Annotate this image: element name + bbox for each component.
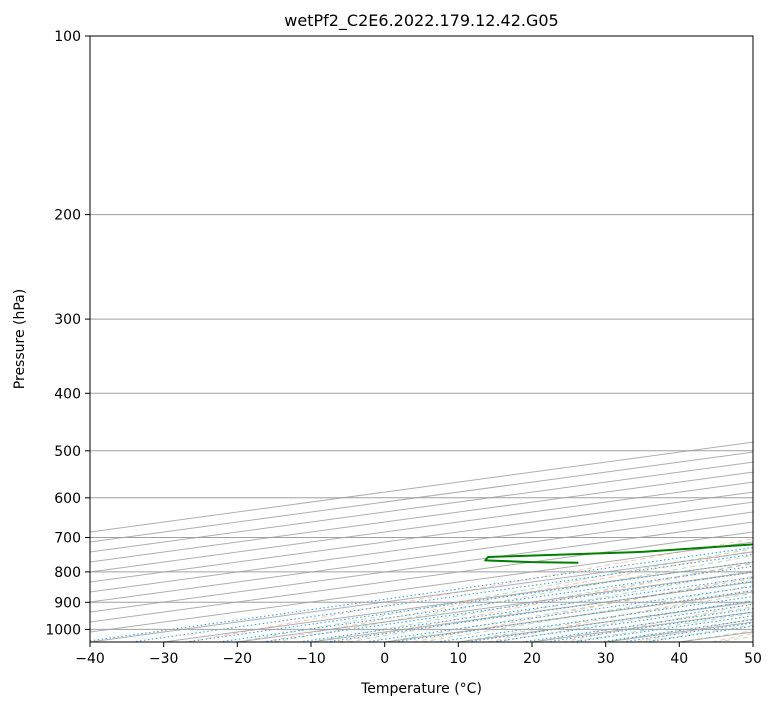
isotherm-line <box>90 471 753 563</box>
isotherm-line <box>90 481 753 573</box>
x-tick-label: 20 <box>523 651 541 667</box>
mixing-ratio-line <box>90 546 753 642</box>
moist-adiabat-line <box>274 555 753 642</box>
moist-adiabat-line <box>384 577 753 642</box>
y-tick-label: 900 <box>54 595 81 611</box>
isotherm-line <box>90 491 753 583</box>
dry-adiabat-line <box>263 550 753 642</box>
x-tick-label: −30 <box>149 651 179 667</box>
y-tick-label: 700 <box>54 531 81 547</box>
x-tick-label: −10 <box>296 651 326 667</box>
plot-frame <box>89 35 754 643</box>
x-axis: −40 −30 −20 −10 0 10 20 30 40 50 <box>75 642 762 667</box>
isotherm-line <box>90 501 753 593</box>
dry-adiabats <box>188 538 753 642</box>
isotherms <box>90 441 753 642</box>
isotherm-line <box>90 451 753 543</box>
plot-area: 0.10.20.40.611.52346810131620253036-100-… <box>90 36 753 642</box>
y-tick-label: 800 <box>54 565 81 581</box>
isotherm-line <box>90 521 753 613</box>
dry-adiabat-line <box>487 589 753 642</box>
y-tick-label: 400 <box>54 386 81 402</box>
y-axis-title: Pressure (hPa) <box>12 289 28 389</box>
x-tick-label: 10 <box>449 651 467 667</box>
chart-title: wetPf2_C2E6.2022.179.12.42.G05 <box>284 11 558 31</box>
x-tick-label: −40 <box>75 651 105 667</box>
y-tick-label: 200 <box>54 208 81 224</box>
y-tick-label: 100 <box>54 29 81 45</box>
isobars <box>90 36 753 630</box>
x-tick-label: −20 <box>223 651 253 667</box>
mixing-ratio-line <box>436 596 753 642</box>
x-tick-label: 40 <box>670 651 688 667</box>
isotherm-line <box>90 461 753 553</box>
y-axis: 1000 900 800 700 600 500 400 300 200 100 <box>45 29 90 638</box>
y-tick-label: 500 <box>54 444 81 460</box>
x-tick-label: 50 <box>744 651 762 667</box>
isotherm-line <box>90 531 753 623</box>
mixing-ratio-line <box>365 585 753 642</box>
isotherm-line <box>90 511 753 603</box>
x-tick-label: 30 <box>597 651 615 667</box>
y-tick-label: 600 <box>54 491 81 507</box>
moist-adiabat-line <box>421 585 753 642</box>
x-axis-title: Temperature (°C) <box>360 681 482 697</box>
x-tick-label: 0 <box>380 651 389 667</box>
y-tick-label: 1000 <box>45 622 81 638</box>
moist-adiabat-line <box>458 592 753 642</box>
moist-adiabat-line <box>237 548 753 642</box>
y-tick-label: 300 <box>54 312 81 328</box>
